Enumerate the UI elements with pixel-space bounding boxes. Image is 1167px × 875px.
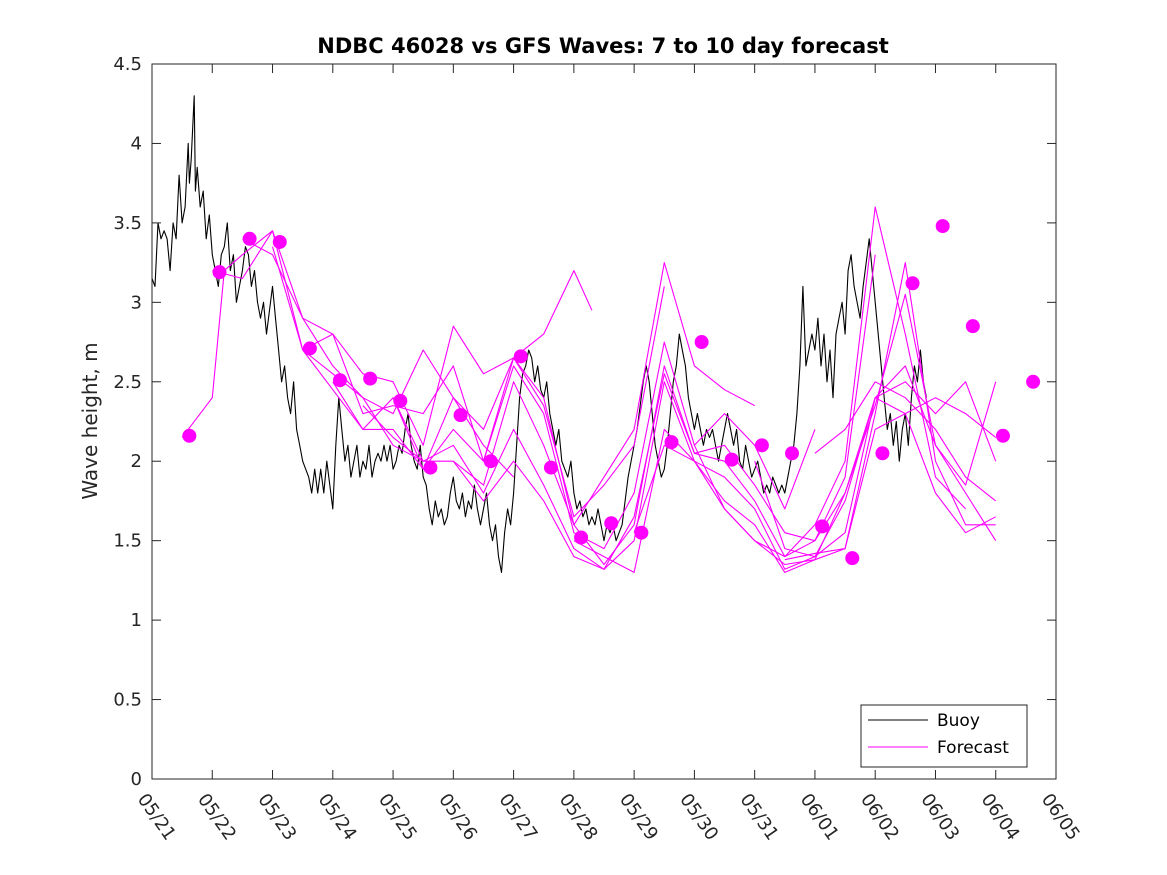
- legend: Buoy Forecast: [860, 704, 1028, 768]
- forecast-marker-7: [393, 393, 408, 408]
- y-tick-label: 3: [131, 292, 142, 313]
- forecast-marker-11: [513, 349, 528, 364]
- forecast-marker-18: [724, 452, 739, 467]
- forecast-marker-15: [634, 525, 649, 540]
- x-tick-label: 06/04: [977, 790, 1024, 845]
- forecast-line-7: [362, 254, 876, 566]
- forecast-marker-17: [694, 335, 709, 350]
- x-tick-label: 05/24: [314, 790, 361, 845]
- forecast-line-8: [392, 206, 966, 570]
- x-tick-label: 06/03: [916, 790, 963, 845]
- forecast-marker-8: [423, 460, 438, 475]
- x-tick-label: 05/29: [615, 790, 662, 845]
- forecast-marker-21: [815, 519, 830, 534]
- forecast-marker-14: [604, 516, 619, 531]
- y-tick-label: 1: [131, 610, 142, 631]
- y-tick-label: 0.5: [113, 690, 142, 711]
- forecast-marker-27: [995, 428, 1010, 443]
- x-tick-label: 05/23: [253, 790, 300, 845]
- legend-label-forecast: Forecast: [937, 738, 1009, 758]
- x-tick-label: 05/30: [675, 790, 722, 845]
- forecast-marker-22: [845, 551, 860, 566]
- forecast-marker-layer: [182, 219, 1041, 566]
- plot-frame: [151, 63, 1057, 780]
- y-tick-label: 3.5: [113, 213, 142, 234]
- x-tick-label: 06/01: [796, 790, 843, 845]
- forecast-marker-3: [272, 234, 287, 249]
- x-tick-label: 05/31: [736, 790, 783, 845]
- forecast-marker-23: [875, 446, 890, 461]
- x-tick-label: 05/25: [374, 790, 421, 845]
- legend-label-buoy: Buoy: [937, 711, 980, 731]
- forecast-marker-13: [574, 530, 589, 545]
- chart-title: NDBC 46028 vs GFS Waves: 7 to 10 day for…: [317, 34, 888, 58]
- forecast-marker-12: [543, 460, 558, 475]
- x-tick-label: 05/28: [555, 790, 602, 845]
- forecast-marker-25: [935, 219, 950, 234]
- y-tick-label: 2: [131, 451, 142, 472]
- forecast-line-2: [212, 230, 514, 478]
- forecast-marker-9: [453, 408, 468, 423]
- forecast-line-15: [814, 381, 997, 502]
- buoy-line: [152, 95, 927, 573]
- x-tick-label: 05/22: [193, 790, 240, 845]
- y-tick-label: 4.5: [113, 54, 142, 75]
- x-tick-label: 06/05: [1037, 790, 1084, 845]
- forecast-line-14: [784, 397, 997, 561]
- forecast-marker-10: [483, 454, 498, 469]
- x-tick-label: 05/26: [434, 790, 481, 845]
- forecast-marker-19: [754, 438, 769, 453]
- forecast-line-13: [754, 365, 997, 558]
- y-tick-label: 4: [131, 133, 142, 154]
- forecast-marker-5: [333, 373, 348, 388]
- forecast-line-6: [332, 341, 816, 550]
- forecast-line-9: [452, 381, 996, 570]
- forecast-marker-2: [242, 231, 257, 246]
- forecast-marker-16: [664, 435, 679, 450]
- forecast-marker-24: [905, 276, 920, 291]
- x-tick-label: 06/02: [856, 790, 903, 845]
- y-tick-label: 1.5: [113, 531, 142, 552]
- forecast-marker-1: [212, 265, 227, 280]
- forecast-marker-6: [363, 371, 378, 386]
- forecast-line-4: [271, 246, 665, 518]
- forecast-marker-4: [302, 341, 317, 356]
- y-tick-label: 0: [131, 769, 142, 790]
- forecast-line-3: [242, 238, 593, 446]
- y-axis-label: Wave height, m: [78, 342, 102, 499]
- forecast-marker-28: [1026, 374, 1041, 389]
- forecast-line-5: [302, 262, 755, 526]
- forecast-marker-20: [785, 446, 800, 461]
- y-tick-label: 2.5: [113, 372, 142, 393]
- x-tick-label: 05/21: [133, 790, 180, 845]
- forecast-marker-26: [965, 319, 980, 334]
- y-axis: 0 0.5 1 1.5 2 2.5 3 3.5 4 4.5: [113, 54, 1056, 790]
- legend-box: [860, 704, 1028, 768]
- x-tick-label: 05/27: [495, 790, 542, 845]
- forecast-line-11: [633, 262, 996, 566]
- series-layer: [152, 95, 997, 573]
- forecast-marker-0: [182, 428, 197, 443]
